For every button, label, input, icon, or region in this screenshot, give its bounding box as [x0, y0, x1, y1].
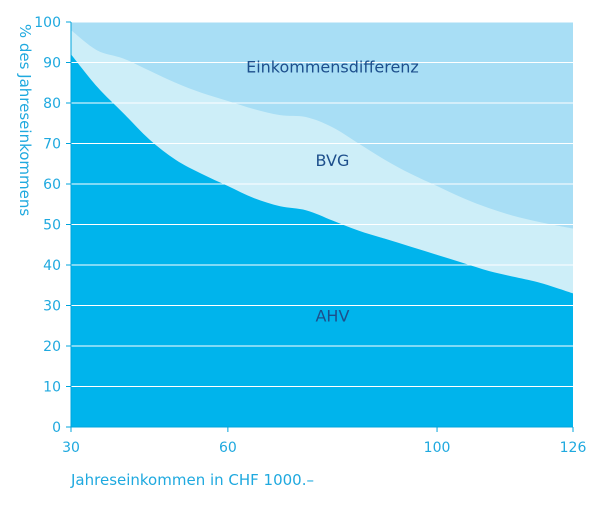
y-tick-label: 20 — [43, 339, 61, 355]
gridlines — [71, 21, 573, 387]
y-tick-label: 10 — [43, 380, 61, 396]
y-tick-label: 100 — [34, 15, 61, 31]
region-label-bvg: BVG — [316, 151, 350, 170]
x-tick-label: 126 — [560, 440, 587, 456]
y-tick-label: 50 — [43, 218, 61, 234]
region-label-ahv: AHV — [315, 307, 349, 326]
region-label-einkommensdifferenz: Einkommensdifferenz — [246, 58, 419, 77]
y-tick-label: 70 — [43, 137, 61, 153]
x-axis-title: Jahreseinkommen in CHF 1000.– — [70, 471, 314, 489]
y-tick-label: 0 — [52, 420, 61, 436]
x-tick-label: 30 — [62, 440, 80, 456]
area-ahv — [71, 54, 573, 428]
y-tick-label: 90 — [43, 56, 61, 72]
x-tick-labels: 30 60 100 126 — [62, 427, 586, 456]
y-tick-label: 40 — [43, 258, 61, 274]
y-tick-labels: 0 10 20 30 40 50 60 70 80 90 100 — [34, 15, 71, 436]
y-tick-label: 30 — [43, 299, 61, 315]
y-axis-title: % des Jahreseinkommens — [16, 24, 34, 217]
y-tick-label: 60 — [43, 177, 61, 193]
x-tick-label: 60 — [219, 440, 237, 456]
region-labels: Einkommensdifferenz BVG AHV — [246, 58, 419, 326]
x-tick-label: 100 — [424, 440, 451, 456]
y-tick-label: 80 — [43, 96, 61, 112]
